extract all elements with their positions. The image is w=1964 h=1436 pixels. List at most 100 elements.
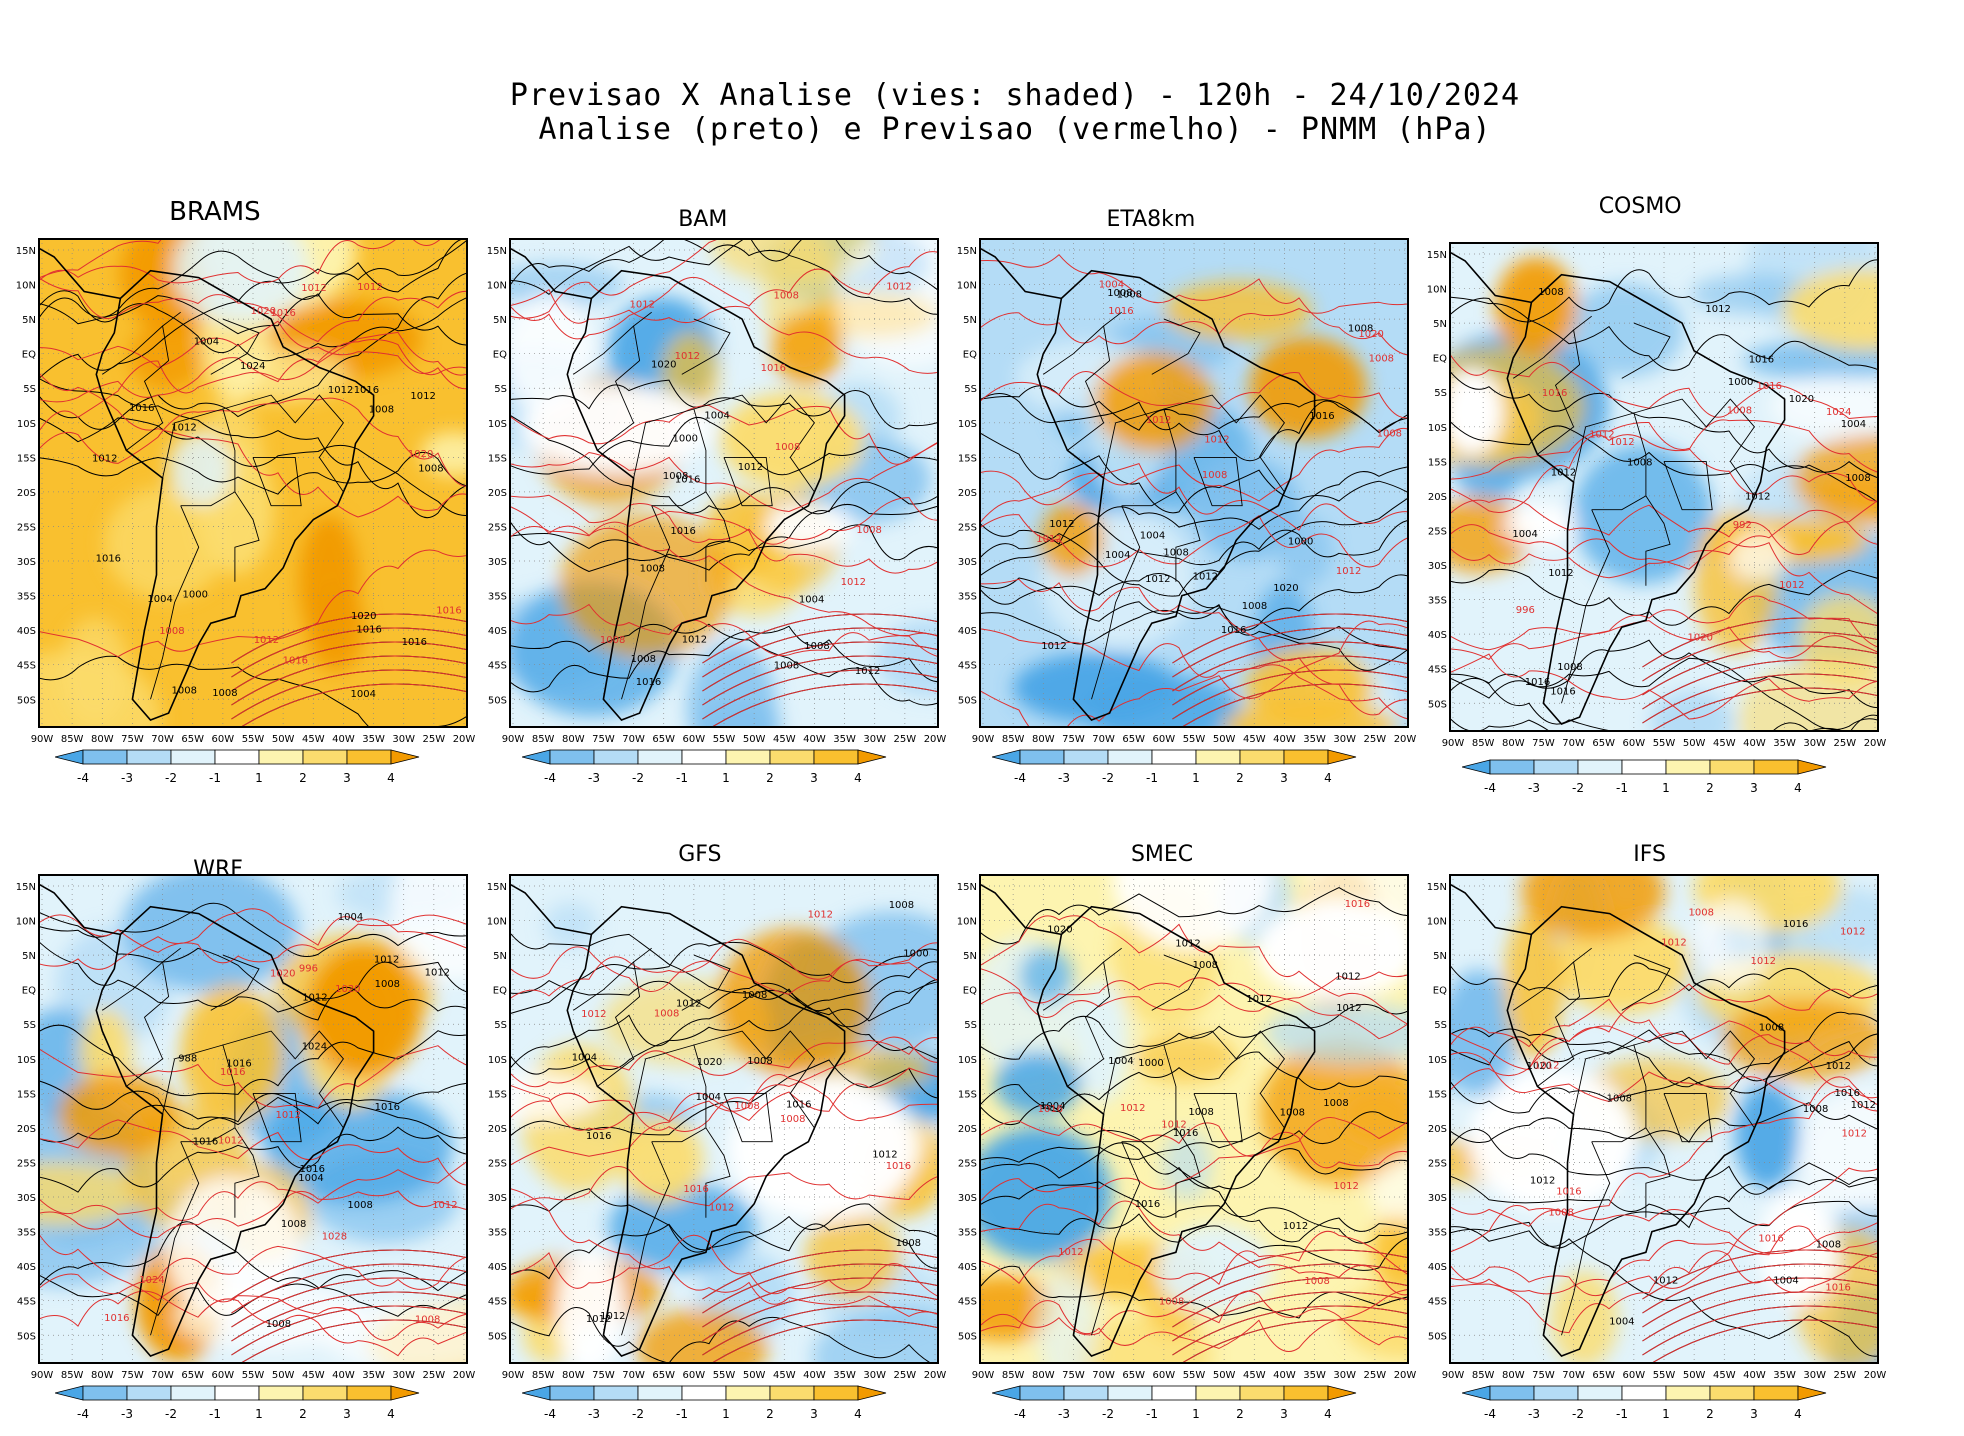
analysis-contour-label: 1008 <box>640 563 665 574</box>
forecast-isobar <box>40 1190 466 1239</box>
forecast-isobar <box>1172 627 1407 678</box>
forecast-isobar <box>1451 1090 1877 1227</box>
analysis-contour-label: 1004 <box>1040 1101 1065 1112</box>
forecast-contour-label: 1016 <box>1038 1104 1063 1115</box>
bias-map-smec[interactable]: 1012 1012 1008 1012 1016 1000 1004 1008 1020 1012… <box>979 874 1409 1364</box>
colorbar-arrow-left <box>1462 1385 1491 1401</box>
bias-map-cosmo[interactable]: 1012 1008 1012 1016 1008 1000 1004 1020 1012 1016… <box>1449 242 1879 732</box>
country-border <box>102 961 163 1011</box>
colorbar-label: 3 <box>343 771 351 785</box>
lat-tick-label: 20S <box>488 488 507 499</box>
forecast-contour-label: 1012 <box>1779 580 1804 591</box>
lon-tick-label: 40W <box>1273 1370 1296 1381</box>
bias-blob <box>556 1248 624 1362</box>
forecast-contour-label: 1016 <box>436 605 461 616</box>
forecast-contour-label: 1012 <box>1036 534 1061 545</box>
bias-map-bam[interactable]: 1012 1008 1012 1008 1016 1000 1004 1020 1016 1012… <box>509 238 939 728</box>
lat-tick-label: 35S <box>1428 1228 1447 1239</box>
bias-map-eta8km[interactable]: 1012 1008 1008 1016 1008 1000 1004 1020 1008 1012… <box>979 238 1409 728</box>
forecast-isobar <box>241 1319 466 1362</box>
forecast-contour-label: 996 <box>1516 605 1535 616</box>
colorbar-segment <box>1753 759 1799 775</box>
analysis-isobar <box>981 607 1407 651</box>
lon-tick-label: 75W <box>121 734 144 745</box>
lon-tick-label: 70W <box>1562 738 1585 749</box>
colorbar: -4 -3 -2 -1 1 2 3 4 <box>55 1385 420 1421</box>
lat-tick-label: 45S <box>1428 1297 1447 1308</box>
colorbar-segment <box>214 1385 260 1401</box>
colorbar-segment <box>1577 1385 1623 1401</box>
lon-tick-label: 70W <box>622 734 645 745</box>
forecast-isobar <box>702 1291 937 1342</box>
colorbar-segment <box>302 749 348 765</box>
colorbar-label: -4 <box>1484 1407 1496 1421</box>
lat-tick-label: 50S <box>958 695 977 706</box>
bias-map-ifs[interactable]: 1012 1012 1020 1016 1008 1004 1008 1016 1012 1012… <box>1449 874 1879 1364</box>
colorbar-label: 1 <box>1662 781 1670 795</box>
colorbar-segment <box>1283 749 1329 765</box>
forecast-isobar <box>1642 631 1877 682</box>
forecast-contour-label: 1024 <box>1826 407 1851 418</box>
bias-blob <box>1369 1159 1407 1225</box>
lat-tick-label: 35S <box>488 1228 507 1239</box>
lon-tick-label: 90W <box>1442 1370 1465 1381</box>
forecast-isobar <box>511 442 937 513</box>
analysis-contour-label: 1008 <box>1816 1240 1841 1251</box>
bias-blob <box>40 1162 144 1226</box>
country-border <box>1633 398 1755 497</box>
forecast-isobar <box>40 240 396 284</box>
forecast-isobar <box>1642 1305 1877 1356</box>
analysis-contour-label: 1008 <box>418 464 443 475</box>
colorbar-segment <box>1019 1385 1065 1401</box>
forecast-isobar <box>511 1067 937 1131</box>
country-border <box>162 408 236 507</box>
forecast-isobar <box>231 669 466 720</box>
lon-tick-label: 75W <box>1532 738 1555 749</box>
colorbar-segment <box>593 749 639 765</box>
lat-tick-label: 5S <box>23 1020 36 1031</box>
forecast-contour-label: 1020 <box>408 449 433 460</box>
lon-tick-label: 85W <box>1472 738 1495 749</box>
colorbar-segment <box>1151 1385 1197 1401</box>
forecast-isobar <box>1172 1305 1407 1356</box>
lon-tick-label: 90W <box>972 1370 995 1381</box>
forecast-isobar <box>1451 1225 1877 1295</box>
forecast-isobar <box>40 914 466 964</box>
analysis-contour-label: 1008 <box>172 685 197 696</box>
colorbar-segment <box>214 749 260 765</box>
central-america-coastline <box>40 883 121 936</box>
bias-blob <box>836 240 937 368</box>
analysis-contour-label: 1008 <box>375 979 400 990</box>
country-border <box>1645 1127 1671 1218</box>
bias-map-wrf[interactable]: 1016 1012 1012 1008 1016 1008 1004 1024 1012 1016… <box>38 874 468 1364</box>
forecast-contour-label: 992 <box>1733 520 1752 531</box>
bias-blob <box>511 294 594 416</box>
lat-tick-label: 5N <box>963 951 977 962</box>
lat-tick-label: 50S <box>17 1331 36 1342</box>
lat-tick-label: 35S <box>17 592 36 603</box>
lat-tick-label: 5S <box>1434 388 1447 399</box>
analysis-isobar <box>511 415 937 516</box>
analysis-isobar <box>981 1265 1407 1319</box>
lon-tick-label: 45W <box>302 1370 325 1381</box>
country-border <box>1175 491 1201 582</box>
lon-tick-label: 80W <box>1032 1370 1055 1381</box>
country-border <box>1645 495 1671 586</box>
bias-map-brams[interactable]: 1012 1008 1008 1016 1016 1000 1004 1012 1016 1012… <box>38 238 468 728</box>
lon-tick-label: 70W <box>1092 1370 1115 1381</box>
analysis-contour-label: 1012 <box>1145 574 1170 585</box>
analysis-contour-label: 1004 <box>799 594 824 605</box>
bias-blob <box>1249 337 1367 439</box>
forecast-contour-label: 1012 <box>675 351 700 362</box>
colorbar-label: 4 <box>1794 1407 1802 1421</box>
colorbar-segment <box>1709 759 1755 775</box>
lat-tick-label: 30S <box>958 557 977 568</box>
forecast-contour-label: 1008 <box>1202 470 1227 481</box>
colorbar-arrow-right <box>1327 1385 1357 1401</box>
analysis-contour-label: 1000 <box>1728 377 1753 388</box>
forecast-contour-label: 1016 <box>1758 1233 1783 1244</box>
lat-tick-label: 15N <box>487 246 507 257</box>
analysis-isobar <box>981 498 1407 597</box>
bias-map-gfs[interactable]: 1012 1008 1012 1008 1016 1000 1004 1020 1012 1016… <box>509 874 939 1364</box>
colorbar-segment <box>813 1385 859 1401</box>
